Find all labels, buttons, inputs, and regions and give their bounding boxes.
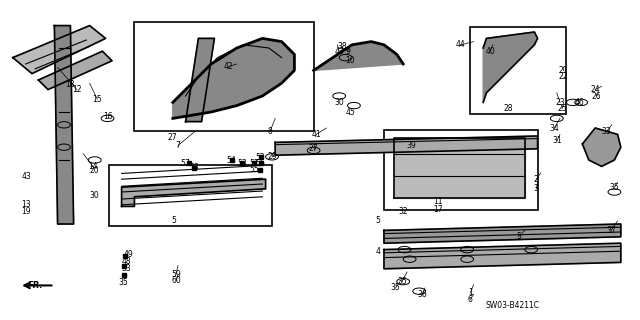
Text: 6: 6 <box>468 295 473 304</box>
Text: 37: 37 <box>606 226 616 235</box>
Text: 25: 25 <box>557 104 567 113</box>
Polygon shape <box>483 32 538 102</box>
Text: 17: 17 <box>433 205 444 214</box>
Text: 4: 4 <box>375 247 380 256</box>
Text: 7: 7 <box>175 141 180 150</box>
Text: 44: 44 <box>456 40 466 49</box>
Polygon shape <box>384 243 621 269</box>
Polygon shape <box>314 42 403 70</box>
Polygon shape <box>173 38 294 118</box>
Text: 19: 19 <box>20 207 31 216</box>
Text: 5: 5 <box>375 216 380 225</box>
Text: FR.: FR. <box>28 281 43 290</box>
Text: 23: 23 <box>555 98 565 107</box>
Text: 60: 60 <box>171 276 181 285</box>
Polygon shape <box>38 51 112 90</box>
Text: 32: 32 <box>398 207 408 216</box>
Polygon shape <box>275 136 538 155</box>
Polygon shape <box>394 138 525 198</box>
Text: 38: 38 <box>337 42 347 51</box>
Text: 56: 56 <box>255 159 265 168</box>
Text: 20: 20 <box>90 166 100 175</box>
Text: 10: 10 <box>345 56 355 65</box>
Polygon shape <box>54 26 74 224</box>
Text: 5: 5 <box>172 216 177 225</box>
Text: 31: 31 <box>552 136 562 145</box>
Text: SW03-B4211C: SW03-B4211C <box>485 301 539 310</box>
Text: 35: 35 <box>609 183 620 192</box>
Text: 30: 30 <box>334 98 344 107</box>
Text: 3: 3 <box>534 184 539 193</box>
Text: 15: 15 <box>92 95 102 104</box>
Polygon shape <box>122 179 266 206</box>
Text: 9: 9 <box>345 47 350 56</box>
Text: 41: 41 <box>311 130 321 139</box>
Text: 42: 42 <box>223 62 234 71</box>
Text: 35: 35 <box>390 284 401 292</box>
Text: 13: 13 <box>20 200 31 209</box>
Text: 12: 12 <box>72 85 81 94</box>
Text: 35: 35 <box>118 278 129 287</box>
Polygon shape <box>582 128 621 166</box>
Text: 58: 58 <box>189 163 199 172</box>
Text: 29: 29 <box>267 152 277 161</box>
Text: 21: 21 <box>559 66 568 75</box>
Text: 26: 26 <box>591 92 602 100</box>
Text: 5: 5 <box>516 232 521 241</box>
Text: 33: 33 <box>602 127 612 136</box>
Text: 40: 40 <box>485 47 495 56</box>
Text: 36: 36 <box>417 290 428 299</box>
Text: 27: 27 <box>168 133 178 142</box>
Text: 34: 34 <box>549 124 559 132</box>
Text: 22: 22 <box>559 72 568 81</box>
Text: 53: 53 <box>237 159 247 168</box>
Text: 24: 24 <box>590 85 600 94</box>
Text: 52: 52 <box>255 153 265 162</box>
Text: 2: 2 <box>534 175 539 184</box>
Polygon shape <box>13 26 106 74</box>
Text: 27: 27 <box>308 144 319 153</box>
Polygon shape <box>186 38 214 122</box>
Text: 59: 59 <box>171 270 181 279</box>
Text: 51: 51 <box>249 159 259 168</box>
Text: 11: 11 <box>434 197 443 206</box>
Text: 54: 54 <box>227 156 237 164</box>
Text: 28: 28 <box>504 104 513 113</box>
Text: 49: 49 <box>123 250 133 259</box>
Text: 8: 8 <box>268 127 273 136</box>
Text: 55: 55 <box>249 165 259 174</box>
Text: 39: 39 <box>406 141 417 150</box>
Text: 16: 16 <box>102 112 113 121</box>
Text: 35: 35 <box>397 277 407 286</box>
Text: 43: 43 <box>334 47 344 56</box>
Text: 30: 30 <box>90 191 100 200</box>
Text: 14: 14 <box>88 162 98 171</box>
Text: 48: 48 <box>122 257 132 266</box>
Text: 43: 43 <box>22 172 32 180</box>
Polygon shape <box>384 224 621 243</box>
Text: 53: 53 <box>122 264 132 273</box>
Text: 18: 18 <box>66 80 75 89</box>
Text: 45: 45 <box>346 108 356 116</box>
Text: 46: 46 <box>574 98 584 107</box>
Text: 57: 57 <box>180 159 191 168</box>
Text: 1: 1 <box>468 288 473 297</box>
